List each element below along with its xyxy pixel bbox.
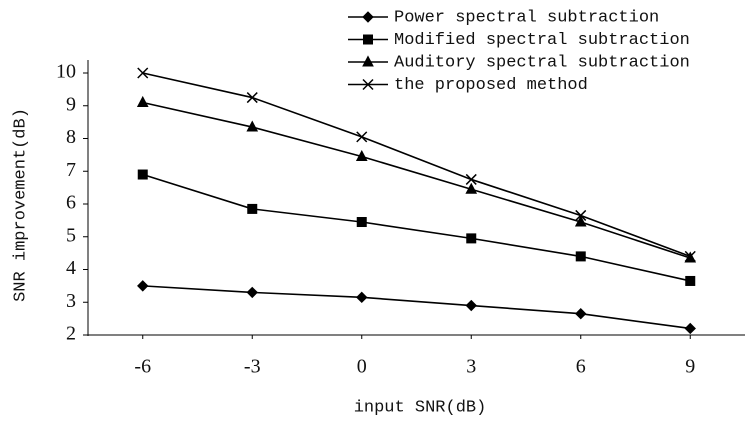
marker	[137, 280, 149, 292]
marker	[247, 203, 258, 214]
marker	[246, 286, 258, 299]
marker	[356, 291, 368, 304]
x-tick-label: 0	[357, 356, 367, 378]
x-tick-label: 9	[685, 356, 695, 378]
x-tick-label: 3	[466, 356, 476, 378]
marker	[685, 275, 696, 286]
marker	[356, 217, 367, 228]
marker	[575, 308, 587, 320]
legend-label: Auditory spectral subtraction	[394, 53, 690, 72]
marker	[465, 299, 477, 312]
legend-marker	[362, 11, 374, 23]
marker	[465, 182, 478, 194]
legend-label: the proposed method	[394, 76, 588, 95]
legend-label: Modified spectral subtraction	[394, 31, 690, 50]
y-tick-label: 4	[66, 257, 76, 279]
series-line	[142, 72, 691, 258]
marker	[246, 92, 258, 104]
marker	[355, 149, 368, 162]
x-tick-label: -3	[244, 356, 261, 378]
y-axis-label: SNR improvement(dB)	[11, 108, 30, 302]
x-tick-label: -6	[134, 356, 151, 378]
legend-marker	[363, 34, 373, 45]
x-tick-label: 6	[576, 356, 586, 378]
marker	[574, 215, 587, 227]
y-tick-label: 9	[66, 93, 76, 115]
series-line	[142, 173, 691, 282]
legend-marker	[362, 55, 374, 67]
marker	[684, 250, 696, 262]
marker	[136, 95, 149, 107]
y-tick-label: 10	[56, 61, 76, 83]
y-tick-label: 8	[66, 126, 76, 148]
legend-label: Power spectral subtraction	[394, 8, 659, 27]
x-axis-label: input SNR(dB)	[354, 398, 487, 417]
marker	[575, 251, 586, 262]
series-line	[142, 285, 691, 330]
marker	[356, 131, 368, 143]
marker	[465, 173, 477, 185]
series-line	[142, 101, 691, 259]
legend-marker	[362, 78, 374, 91]
marker	[246, 120, 259, 132]
marker	[137, 67, 149, 79]
marker	[684, 322, 696, 335]
y-tick-label: 6	[66, 192, 76, 214]
y-tick-label: 7	[66, 159, 76, 181]
y-tick-label: 3	[66, 290, 76, 312]
y-tick-label: 5	[66, 224, 76, 246]
marker	[137, 169, 148, 180]
y-tick-label: 2	[66, 323, 76, 345]
marker	[575, 209, 587, 221]
marker	[466, 233, 477, 244]
